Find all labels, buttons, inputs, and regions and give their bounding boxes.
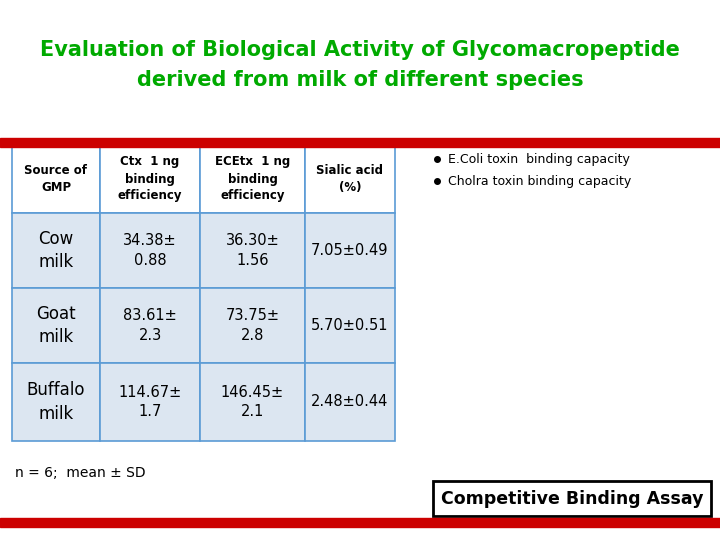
Bar bbox=[0, 518, 720, 527]
Text: 146.45±
2.1: 146.45± 2.1 bbox=[221, 384, 284, 420]
Text: Cholra toxin binding capacity: Cholra toxin binding capacity bbox=[448, 176, 631, 188]
Text: derived from milk of different species: derived from milk of different species bbox=[137, 70, 583, 90]
Text: ECEtx  1 ng
binding
efficiency: ECEtx 1 ng binding efficiency bbox=[215, 156, 290, 202]
Bar bbox=[200, 288, 305, 363]
Bar bbox=[305, 288, 395, 363]
Text: Competitive Binding Assay: Competitive Binding Assay bbox=[441, 489, 703, 508]
Text: Ctx  1 ng
binding
efficiency: Ctx 1 ng binding efficiency bbox=[118, 156, 182, 202]
Text: 83.61±
2.3: 83.61± 2.3 bbox=[123, 308, 177, 343]
Bar bbox=[100, 213, 200, 288]
Bar bbox=[200, 145, 305, 213]
Bar bbox=[12, 288, 100, 363]
Text: 7.05±0.49: 7.05±0.49 bbox=[311, 243, 389, 258]
Text: 36.30±
1.56: 36.30± 1.56 bbox=[225, 233, 279, 268]
Bar bbox=[12, 363, 100, 441]
Bar bbox=[0, 138, 720, 147]
Text: 5.70±0.51: 5.70±0.51 bbox=[311, 318, 389, 333]
Text: 34.38±
0.88: 34.38± 0.88 bbox=[123, 233, 177, 268]
Bar bbox=[200, 213, 305, 288]
Bar bbox=[305, 213, 395, 288]
Text: Cow
milk: Cow milk bbox=[38, 230, 73, 271]
Text: Goat
milk: Goat milk bbox=[36, 305, 76, 346]
Text: Evaluation of Biological Activity of Glycomacropeptide: Evaluation of Biological Activity of Gly… bbox=[40, 40, 680, 60]
Bar bbox=[12, 145, 100, 213]
Text: 73.75±
2.8: 73.75± 2.8 bbox=[225, 308, 279, 343]
Text: 114.67±
1.7: 114.67± 1.7 bbox=[118, 384, 181, 420]
Text: Buffalo
milk: Buffalo milk bbox=[27, 381, 85, 423]
Text: E.Coli toxin  binding capacity: E.Coli toxin binding capacity bbox=[448, 153, 630, 166]
Text: n = 6;  mean ± SD: n = 6; mean ± SD bbox=[15, 466, 145, 480]
Bar bbox=[305, 363, 395, 441]
Text: 2.48±0.44: 2.48±0.44 bbox=[311, 395, 389, 409]
Text: Source of
GMP: Source of GMP bbox=[24, 164, 88, 194]
Bar bbox=[100, 145, 200, 213]
Bar bbox=[12, 213, 100, 288]
Bar bbox=[100, 363, 200, 441]
Bar bbox=[100, 288, 200, 363]
Bar bbox=[305, 145, 395, 213]
Bar bbox=[433, 481, 711, 516]
Text: Sialic acid
(%): Sialic acid (%) bbox=[317, 164, 384, 194]
Bar bbox=[200, 363, 305, 441]
